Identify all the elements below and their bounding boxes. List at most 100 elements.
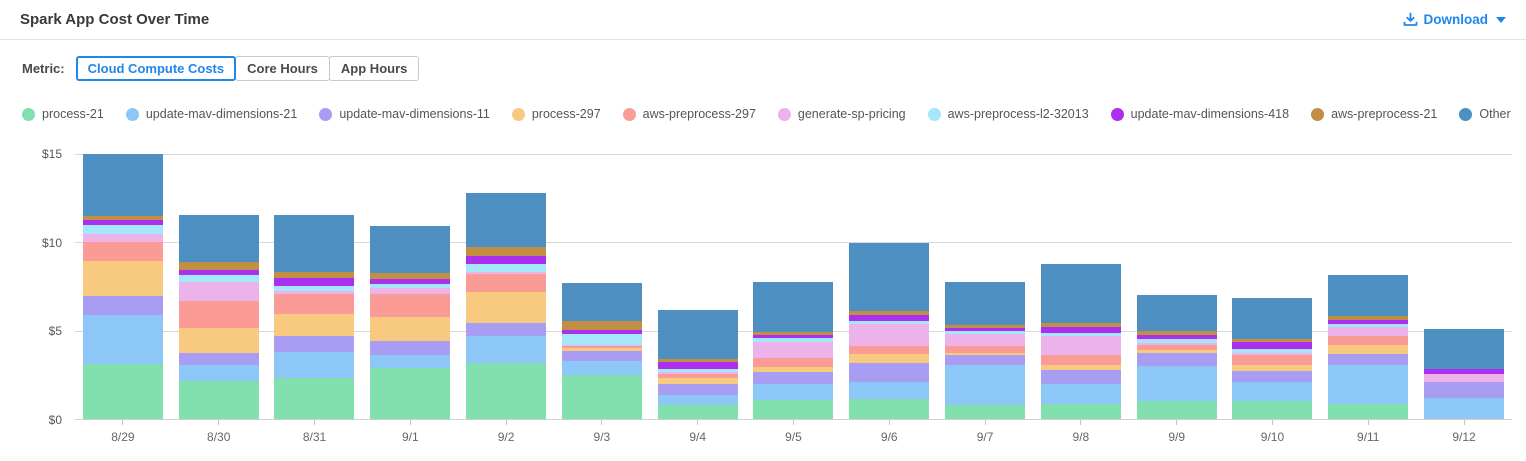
bar-segment-other[interactable] [178,215,259,263]
bar-segment-update-mav-dimensions-11[interactable] [1136,352,1217,366]
legend-item-update-mav-dimensions-21[interactable]: update-mav-dimensions-21 [125,107,297,121]
bar-segment-aws-preprocess-21[interactable] [657,359,738,362]
bar-segment-process-297[interactable] [753,366,834,373]
bar-segment-other[interactable] [849,243,930,311]
bar-segment-aws-preprocess-21[interactable] [1232,338,1313,343]
legend-item-aws-preprocess-297[interactable]: aws-preprocess-297 [622,107,756,121]
bar-segment-update-mav-dimensions-21[interactable] [274,351,355,378]
bar-segment-process-297[interactable] [178,328,259,354]
bar-segment-aws-preprocess-l2-32013[interactable] [82,224,163,234]
bar-segment-update-mav-dimensions-21[interactable] [657,395,738,406]
bar-segment-other[interactable] [1232,297,1313,339]
bar-segment-process-297[interactable] [82,260,163,297]
bar-segment-generate-sp-pricing[interactable] [849,324,930,347]
stacked-bar-8/30[interactable] [178,154,259,419]
bar-segment-other[interactable] [657,310,738,359]
bar-segment-generate-sp-pricing[interactable] [1424,374,1505,383]
bar-segment-generate-sp-pricing[interactable] [753,341,834,358]
bar-segment-update-mav-dimensions-11[interactable] [370,341,451,356]
bar-segment-aws-preprocess-l2-32013[interactable] [753,338,834,342]
bar-segment-aws-preprocess-l2-32013[interactable] [274,285,355,292]
bar-segment-aws-preprocess-l2-32013[interactable] [1232,349,1313,353]
bar-segment-other[interactable] [1136,294,1217,331]
bar-segment-other[interactable] [370,225,451,273]
legend-item-process-21[interactable]: process-21 [22,107,104,121]
bar-segment-process-21[interactable] [1328,403,1409,419]
bar-segment-generate-sp-pricing[interactable] [561,344,642,346]
bar-segment-aws-preprocess-297[interactable] [1136,344,1217,350]
bar-segment-aws-preprocess-297[interactable] [657,374,738,379]
bar-segment-update-mav-dimensions-11[interactable] [1424,382,1505,399]
bar-segment-process-21[interactable] [274,377,355,419]
bar-segment-update-mav-dimensions-418[interactable] [82,220,163,225]
legend-item-update-mav-dimensions-418[interactable]: update-mav-dimensions-418 [1110,107,1289,121]
legend-item-other[interactable]: Other [1459,107,1511,121]
stacked-bar-9/12[interactable] [1424,154,1505,419]
bar-segment-update-mav-dimensions-11[interactable] [1232,370,1313,382]
legend-item-generate-sp-pricing[interactable]: generate-sp-pricing [777,107,906,121]
bar-segment-generate-sp-pricing[interactable] [1328,327,1409,337]
bar-segment-update-mav-dimensions-418[interactable] [1136,334,1217,339]
bar-segment-update-mav-dimensions-418[interactable] [753,334,834,339]
legend-item-update-mav-dimensions-11[interactable]: update-mav-dimensions-11 [319,107,490,121]
bar-segment-process-297[interactable] [466,291,547,323]
stacked-bar-8/29[interactable] [82,154,163,419]
bar-segment-process-21[interactable] [370,367,451,419]
stacked-bar-9/1[interactable] [370,154,451,419]
stacked-bar-9/2[interactable] [466,154,547,419]
bar-segment-update-mav-dimensions-21[interactable] [178,365,259,382]
bar-segment-update-mav-dimensions-21[interactable] [561,361,642,376]
bar-segment-other[interactable] [945,281,1026,325]
bar-segment-process-297[interactable] [561,348,642,351]
bar-segment-generate-sp-pricing[interactable] [1040,336,1121,356]
bar-segment-aws-preprocess-l2-32013[interactable] [466,264,547,273]
bar-segment-process-21[interactable] [753,400,834,419]
bar-segment-update-mav-dimensions-418[interactable] [1040,326,1121,334]
metric-button-core-hours[interactable]: Core Hours [235,56,330,81]
bar-segment-aws-preprocess-l2-32013[interactable] [178,274,259,283]
legend-item-aws-preprocess-21[interactable]: aws-preprocess-21 [1311,107,1437,121]
bar-segment-other[interactable] [1328,274,1409,317]
bar-segment-aws-preprocess-21[interactable] [1328,316,1409,320]
bar-segment-update-mav-dimensions-418[interactable] [370,279,451,284]
stacked-bar-9/10[interactable] [1232,154,1313,419]
bar-segment-update-mav-dimensions-11[interactable] [561,350,642,362]
stacked-bar-9/5[interactable] [753,154,834,419]
bar-segment-update-mav-dimensions-418[interactable] [849,314,930,321]
bar-segment-update-mav-dimensions-418[interactable] [178,270,259,275]
bar-segment-generate-sp-pricing[interactable] [82,233,163,242]
bar-segment-process-21[interactable] [561,375,642,419]
bar-segment-process-297[interactable] [1232,364,1313,371]
bar-segment-aws-preprocess-l2-32013[interactable] [1328,324,1409,328]
bar-segment-aws-preprocess-l2-32013[interactable] [657,369,738,373]
bar-segment-update-mav-dimensions-21[interactable] [1328,364,1409,404]
bar-segment-aws-preprocess-297[interactable] [1040,355,1121,365]
bar-segment-update-mav-dimensions-11[interactable] [849,363,930,382]
bar-segment-update-mav-dimensions-418[interactable] [466,256,547,265]
bar-segment-generate-sp-pricing[interactable] [370,288,451,295]
bar-segment-update-mav-dimensions-11[interactable] [1328,354,1409,365]
bar-segment-aws-preprocess-21[interactable] [753,331,834,335]
bar-segment-aws-preprocess-21[interactable] [178,262,259,271]
bar-segment-update-mav-dimensions-11[interactable] [178,353,259,366]
bar-segment-update-mav-dimensions-21[interactable] [849,381,930,400]
download-button[interactable]: Download [1403,12,1506,27]
bar-segment-aws-preprocess-297[interactable] [1232,354,1313,365]
bar-segment-update-mav-dimensions-11[interactable] [945,355,1026,365]
bar-segment-aws-preprocess-l2-32013[interactable] [945,330,1026,335]
bar-segment-process-297[interactable] [945,352,1026,356]
bar-segment-update-mav-dimensions-21[interactable] [82,314,163,364]
bar-segment-generate-sp-pricing[interactable] [657,372,738,375]
bar-segment-process-21[interactable] [1232,401,1313,419]
bar-segment-process-21[interactable] [849,399,930,419]
bar-segment-aws-preprocess-297[interactable] [178,300,259,329]
bar-segment-process-21[interactable] [945,405,1026,419]
bar-segment-aws-preprocess-297[interactable] [849,346,930,355]
bar-segment-aws-preprocess-21[interactable] [945,324,1026,329]
bar-segment-aws-preprocess-21[interactable] [1040,322,1121,327]
bar-segment-update-mav-dimensions-418[interactable] [945,328,1026,331]
bar-segment-process-21[interactable] [1136,401,1217,419]
bar-segment-aws-preprocess-l2-32013[interactable] [370,283,451,289]
bar-segment-update-mav-dimensions-11[interactable] [753,372,834,384]
legend-item-process-297[interactable]: process-297 [511,107,601,121]
